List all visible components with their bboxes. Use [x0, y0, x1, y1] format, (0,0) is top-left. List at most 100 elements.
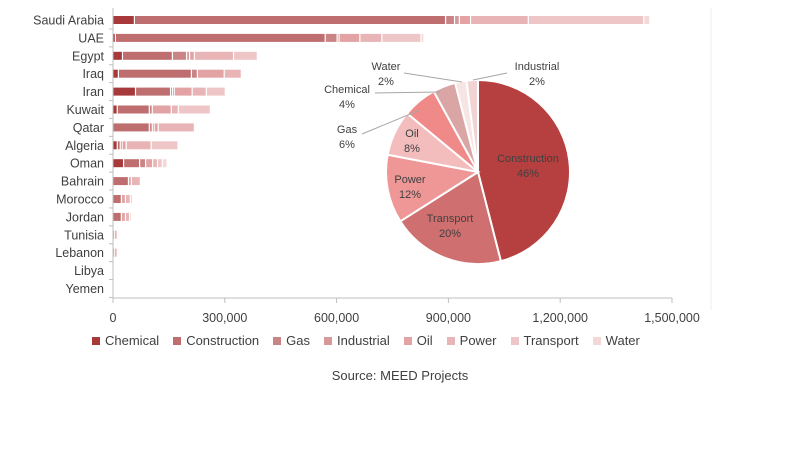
bar-segment-oil: [459, 16, 470, 24]
bar-segment-industrial: [152, 123, 154, 132]
pie-label-value: 20%: [439, 228, 461, 240]
legend-item-chemical: Chemical: [92, 333, 159, 348]
pie-label-value: 8%: [404, 143, 420, 155]
bar-segment-chemical: [113, 51, 122, 60]
bar-segment-construction: [118, 69, 191, 78]
y-tick-label: Iran: [82, 85, 104, 99]
bar-segment-industrial: [187, 51, 189, 60]
legend-label: Water: [605, 333, 640, 348]
legend-label: Chemical: [105, 333, 160, 348]
x-tick-label: 0: [110, 311, 117, 325]
bar-segment-water: [130, 212, 131, 221]
bar-segment-oil: [152, 105, 171, 114]
bar-segment-gas: [140, 159, 145, 168]
bar-segment-chemical: [113, 16, 134, 24]
bar-segment-power: [126, 212, 129, 221]
y-axis-labels: Saudi Arabia UAE Egypt Iraq Iran Kuwait Qatar A…: [33, 14, 104, 297]
legend: Chemical Construction Gas Industrial Oil Powe…: [92, 333, 654, 348]
y-tick-label: Lebanon: [55, 246, 104, 260]
legend-swatch: [92, 336, 100, 345]
legend-swatch: [273, 336, 282, 345]
pie-label-name: Construction: [497, 153, 559, 165]
bar-segment-power: [224, 69, 241, 78]
bar-segment-power: [132, 177, 140, 186]
bar-segment-construction: [123, 51, 172, 60]
bar-segment-power: [194, 51, 233, 60]
y-tick-label: Algeria: [65, 139, 104, 153]
bar-segment-power: [360, 33, 382, 42]
bar-series: [113, 16, 650, 257]
bar-segment-transport: [151, 141, 178, 150]
bar-segment-industrial: [455, 16, 459, 24]
pie-label-value: 6%: [339, 139, 355, 151]
x-tick-label: 600,000: [314, 311, 359, 325]
legend-label: Transport: [523, 333, 579, 348]
pie-leader-line: [374, 91, 441, 94]
bar-segment-gas: [120, 141, 122, 150]
bar-segment-construction: [117, 141, 120, 150]
bar-segment-construction: [136, 87, 170, 96]
y-tick-label: Libya: [74, 264, 104, 278]
x-tick-label: 1,200,000: [532, 311, 588, 325]
legend-item-gas: Gas: [273, 333, 310, 348]
pie-label-name: Power: [394, 174, 426, 186]
bar-segment-industrial: [172, 87, 174, 96]
pie-slice-transport: [398, 170, 503, 265]
bar-segment-oil: [154, 123, 158, 132]
bar-segment-construction: [115, 33, 325, 42]
legend-label: Oil: [416, 333, 433, 348]
bar-segment-transport: [382, 33, 421, 42]
x-axis-ticks: 0 300,000 600,000 900,000 1,200,000 1,500,000: [110, 311, 700, 325]
bar-segment-power: [114, 230, 117, 239]
bar-segment-construction: [113, 177, 128, 186]
bar-segment-oil: [121, 195, 125, 203]
bar-segment-transport: [130, 195, 132, 203]
pie-label-value: 2%: [529, 76, 545, 88]
bar-segment-transport: [234, 51, 257, 60]
bar-segment-power: [158, 123, 194, 132]
y-tick-label: Bahrain: [61, 175, 104, 189]
legend-item-water: Water: [592, 333, 640, 348]
pie-leader-line: [361, 109, 421, 135]
y-tick-label: Jordan: [66, 210, 104, 224]
pie-label-value: 4%: [339, 99, 355, 111]
legend-item-power: Power: [446, 333, 497, 348]
bar-segment-oil: [129, 177, 131, 186]
legend-swatch: [510, 336, 519, 345]
bar-segment-transport: [528, 16, 644, 24]
pie-label-value: 46%: [517, 168, 539, 180]
y-tick-label: UAE: [78, 31, 104, 45]
bar-segment-construction: [113, 212, 121, 221]
pie-label-name: Transport: [427, 213, 474, 225]
pie-label-name: Industrial: [515, 61, 560, 73]
bar-segment-water: [162, 159, 167, 168]
bar-segment-gas: [192, 69, 197, 78]
y-tick-label: Saudi Arabia: [33, 14, 104, 28]
legend-label: Power: [459, 333, 497, 348]
pie-label-value: 12%: [399, 189, 421, 201]
bar-segment-gas: [325, 33, 337, 42]
bar-segment-chemical: [113, 105, 117, 114]
bar-segment-construction: [113, 195, 121, 203]
y-tick-label: Morocco: [56, 193, 104, 207]
bar-segment-transport: [178, 105, 210, 114]
bar-segment-gas: [149, 123, 152, 132]
bar-segment-power: [153, 159, 157, 168]
legend-swatch: [592, 336, 601, 345]
legend-label: Industrial: [337, 333, 390, 348]
bar-segment-power: [471, 16, 528, 24]
legend-item-industrial: Industrial: [324, 333, 390, 348]
bar-segment-oil: [146, 159, 153, 168]
y-tick-label: Qatar: [73, 121, 104, 135]
pie-leader-line: [403, 72, 463, 83]
y-tick-label: Iraq: [82, 67, 104, 81]
legend-swatch: [403, 336, 412, 345]
bar-segment-power: [126, 195, 130, 203]
bar-segment-water: [644, 16, 650, 24]
bar-segment-gas: [446, 16, 454, 24]
legend-label: Construction: [186, 333, 260, 348]
x-tick-label: 300,000: [202, 311, 247, 325]
legend-item-transport: Transport: [510, 333, 579, 348]
bar-segment-gas: [171, 87, 172, 96]
